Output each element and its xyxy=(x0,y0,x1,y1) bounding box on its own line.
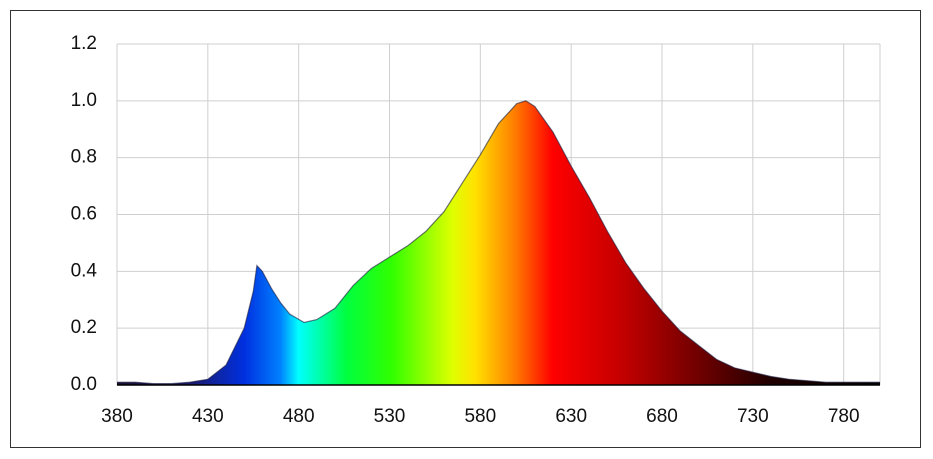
x-tick-label: 430 xyxy=(192,406,224,427)
y-tick-label: 0.8 xyxy=(71,147,97,168)
y-tick-label: 1.0 xyxy=(71,90,97,111)
x-tick-label: 380 xyxy=(101,406,133,427)
x-tick-label: 630 xyxy=(555,406,587,427)
y-tick-label: 0.4 xyxy=(71,260,98,281)
spectrum-area xyxy=(117,100,880,386)
x-tick-label: 580 xyxy=(464,406,496,427)
frame xyxy=(10,10,921,448)
x-tick-label: 780 xyxy=(828,406,860,427)
spectrum-line xyxy=(117,100,880,385)
y-tick-label: 0.0 xyxy=(71,374,97,395)
x-tick-label: 730 xyxy=(737,406,769,427)
x-tick-label: 680 xyxy=(646,406,678,427)
x-tick-label: 530 xyxy=(374,406,406,427)
x-tick-label: 480 xyxy=(283,406,315,427)
y-tick-label: 0.2 xyxy=(71,317,97,338)
y-tick-label: 0.6 xyxy=(71,204,97,225)
y-tick-label: 1.2 xyxy=(71,33,97,54)
